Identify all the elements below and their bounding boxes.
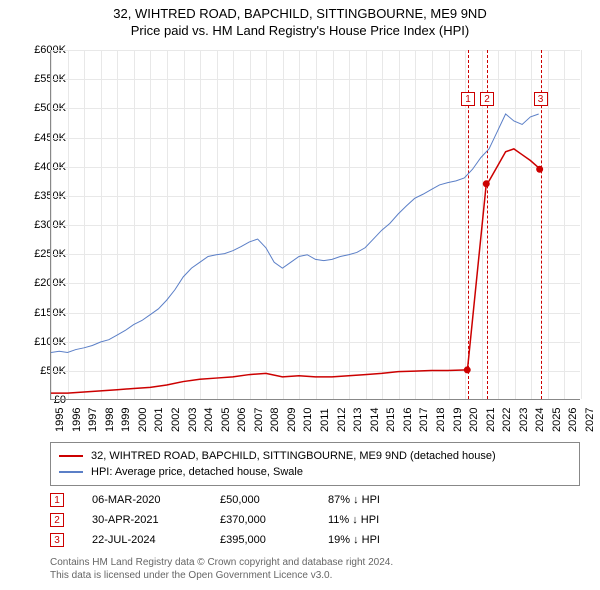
annotation-price: £50,000 bbox=[220, 494, 300, 506]
title-block: 32, WIHTRED ROAD, BAPCHILD, SITTINGBOURN… bbox=[0, 0, 600, 38]
footer-line2: This data is licensed under the Open Gov… bbox=[50, 569, 393, 582]
x-tick-label: 2024 bbox=[534, 408, 546, 432]
x-tick-label: 2019 bbox=[452, 408, 464, 432]
x-tick-label: 2025 bbox=[551, 408, 563, 432]
title-address: 32, WIHTRED ROAD, BAPCHILD, SITTINGBOURN… bbox=[0, 6, 600, 21]
x-tick-label: 2001 bbox=[153, 408, 165, 432]
legend-label-hpi: HPI: Average price, detached house, Swal… bbox=[91, 466, 303, 478]
x-tick-label: 2018 bbox=[435, 408, 447, 432]
x-tick-label: 2026 bbox=[567, 408, 579, 432]
annotation-pct: 11% ↓ HPI bbox=[328, 514, 428, 526]
x-tick-label: 2010 bbox=[302, 408, 314, 432]
x-tick-label: 1999 bbox=[120, 408, 132, 432]
legend-swatch-hpi bbox=[59, 471, 83, 473]
x-tick-label: 2013 bbox=[352, 408, 364, 432]
x-tick-label: 2008 bbox=[269, 408, 281, 432]
x-tick-label: 1997 bbox=[87, 408, 99, 432]
legend-row: HPI: Average price, detached house, Swal… bbox=[59, 464, 571, 480]
annotation-pct: 87% ↓ HPI bbox=[328, 494, 428, 506]
plot-area: 12 3 bbox=[50, 50, 580, 400]
annotation-price: £370,000 bbox=[220, 514, 300, 526]
x-tick-label: 2022 bbox=[501, 408, 513, 432]
x-tick-label: 2005 bbox=[220, 408, 232, 432]
chart-badge: 3 bbox=[534, 92, 548, 106]
x-tick-label: 2012 bbox=[336, 408, 348, 432]
chart-container: 32, WIHTRED ROAD, BAPCHILD, SITTINGBOURN… bbox=[0, 0, 600, 590]
x-tick-label: 2016 bbox=[402, 408, 414, 432]
annotation-pct: 19% ↓ HPI bbox=[328, 534, 428, 546]
annotation-badge: 3 bbox=[50, 533, 64, 547]
x-tick-label: 2007 bbox=[253, 408, 265, 432]
x-tick-label: 2021 bbox=[485, 408, 497, 432]
annotation-row: 2 30-APR-2021 £370,000 11% ↓ HPI bbox=[50, 510, 580, 530]
footer-line1: Contains HM Land Registry data © Crown c… bbox=[50, 556, 393, 569]
x-tick-label: 2014 bbox=[369, 408, 381, 432]
annotation-price: £395,000 bbox=[220, 534, 300, 546]
x-tick-label: 1995 bbox=[54, 408, 66, 432]
x-tick-label: 1996 bbox=[71, 408, 83, 432]
annotation-date: 22-JUL-2024 bbox=[92, 534, 192, 546]
chart-badge: 1 bbox=[461, 92, 475, 106]
legend-swatch-property bbox=[59, 455, 83, 457]
title-subtitle: Price paid vs. HM Land Registry's House … bbox=[0, 23, 600, 38]
footer: Contains HM Land Registry data © Crown c… bbox=[50, 556, 393, 582]
x-tick-label: 2000 bbox=[137, 408, 149, 432]
legend: 32, WIHTRED ROAD, BAPCHILD, SITTINGBOURN… bbox=[50, 442, 580, 486]
annotation-badge: 1 bbox=[50, 493, 64, 507]
x-tick-label: 2023 bbox=[518, 408, 530, 432]
x-tick-label: 2015 bbox=[385, 408, 397, 432]
legend-row: 32, WIHTRED ROAD, BAPCHILD, SITTINGBOURN… bbox=[59, 448, 571, 464]
legend-label-property: 32, WIHTRED ROAD, BAPCHILD, SITTINGBOURN… bbox=[91, 450, 496, 462]
x-tick-label: 2004 bbox=[203, 408, 215, 432]
annotation-table: 1 06-MAR-2020 £50,000 87% ↓ HPI 2 30-APR… bbox=[50, 490, 580, 550]
chart-badge: 2 bbox=[480, 92, 494, 106]
x-tick-label: 2027 bbox=[584, 408, 596, 432]
annotation-badge: 2 bbox=[50, 513, 64, 527]
x-tick-label: 2017 bbox=[418, 408, 430, 432]
x-tick-label: 1998 bbox=[104, 408, 116, 432]
x-tick-label: 2009 bbox=[286, 408, 298, 432]
chart-svg bbox=[51, 50, 580, 399]
annotation-row: 3 22-JUL-2024 £395,000 19% ↓ HPI bbox=[50, 530, 580, 550]
x-tick-label: 2020 bbox=[468, 408, 480, 432]
annotation-row: 1 06-MAR-2020 £50,000 87% ↓ HPI bbox=[50, 490, 580, 510]
annotation-date: 06-MAR-2020 bbox=[92, 494, 192, 506]
x-tick-label: 2006 bbox=[236, 408, 248, 432]
annotation-date: 30-APR-2021 bbox=[92, 514, 192, 526]
x-tick-label: 2011 bbox=[319, 408, 331, 432]
x-tick-label: 2003 bbox=[187, 408, 199, 432]
x-tick-label: 2002 bbox=[170, 408, 182, 432]
